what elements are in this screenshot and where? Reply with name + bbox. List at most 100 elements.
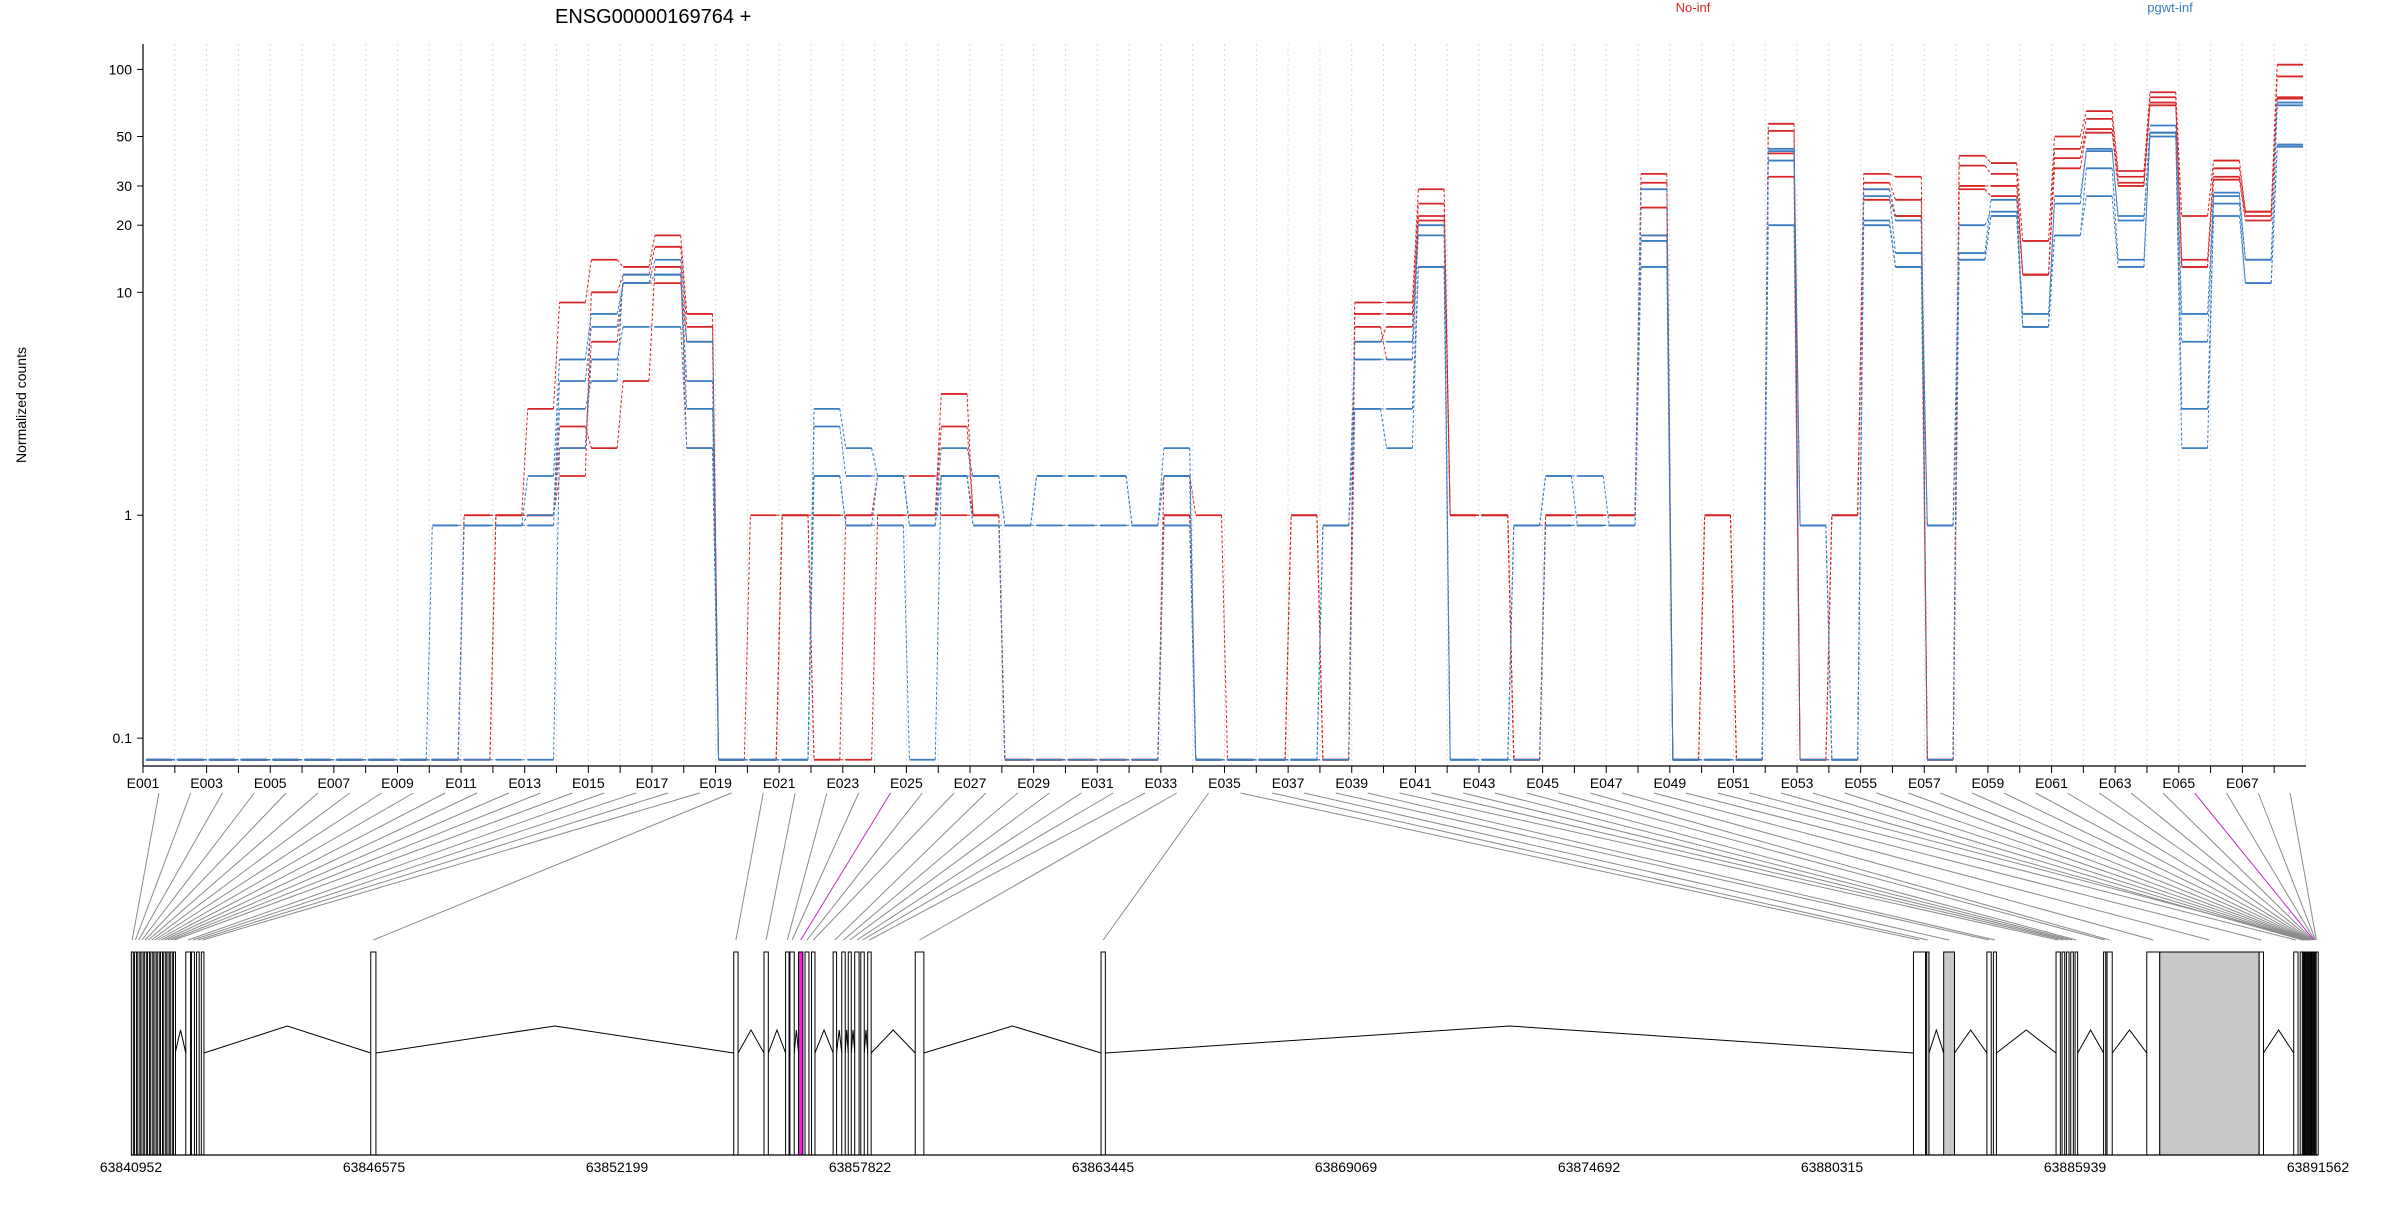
- series-connector: [2111, 111, 2119, 172]
- exon-connector-line: [765, 792, 796, 941]
- series-connector: [584, 426, 592, 449]
- exon-connector-line: [1621, 792, 2154, 941]
- x-tick-label: E063: [2099, 775, 2132, 791]
- series-connector: [1920, 266, 1928, 526]
- series-connector: [1984, 199, 1992, 254]
- series-connector: [680, 274, 688, 409]
- genome-tick-label: 63869069: [1315, 1159, 1378, 1175]
- exon-block: [160, 951, 164, 1156]
- series-connector: [2079, 118, 2087, 149]
- exon-block: [370, 951, 377, 1156]
- series-connector: [2048, 203, 2056, 314]
- genome-tick-label: 63857822: [829, 1159, 892, 1175]
- series-connector: [2016, 163, 2024, 241]
- y-tick-label: 10: [116, 284, 132, 300]
- intron-line: [870, 1029, 916, 1054]
- exon-connector-line: [148, 792, 319, 941]
- intron-line: [850, 1029, 856, 1054]
- series-connector: [584, 326, 592, 382]
- series-connector: [2143, 132, 2151, 217]
- exon-connector-line: [834, 792, 987, 941]
- genome-tick-label: 63885939: [2044, 1159, 2107, 1175]
- x-tick-label: E005: [254, 775, 287, 791]
- exon-block: [733, 951, 739, 1156]
- exon-connector-line: [1781, 792, 2303, 941]
- series-connector: [616, 259, 624, 268]
- exon-block: [832, 951, 838, 1156]
- x-tick-label: E051: [1717, 775, 1750, 791]
- exon-block: [811, 951, 816, 1156]
- series-connector: [1539, 525, 1547, 760]
- series-connector: [1857, 225, 1865, 760]
- exon-block: [2055, 951, 2061, 1156]
- exon-connector-line: [1526, 792, 2077, 941]
- intron-line: [1105, 1025, 1914, 1054]
- series-connector: [2048, 168, 2056, 275]
- exon-connector-line: [138, 792, 223, 941]
- exon-block: [153, 951, 157, 1156]
- exon-connector-line: [157, 792, 414, 941]
- series-connector: [1411, 220, 1419, 327]
- series-connector: [1380, 326, 1388, 360]
- exon-connector-line: [2162, 792, 2314, 941]
- exon-connector-line: [856, 792, 1082, 941]
- series-connector: [1348, 408, 1356, 526]
- x-tick-label: E023: [826, 775, 859, 791]
- series-connector: [1920, 266, 1928, 760]
- exon-connector-line: [373, 792, 732, 941]
- series-connector: [1189, 475, 1197, 516]
- exon-connector-line: [202, 792, 700, 941]
- exon-connector-line: [1399, 792, 2059, 941]
- series-connector: [680, 259, 688, 342]
- series-connector: [807, 475, 815, 760]
- exon-block: [1100, 951, 1106, 1156]
- series-connector: [2111, 151, 2119, 217]
- series-connector: [553, 302, 561, 409]
- exon-block: [2159, 951, 2260, 1156]
- exon-connector-line: [849, 792, 1050, 941]
- x-tick-label: E035: [1208, 775, 1241, 791]
- exon-block: [166, 951, 170, 1156]
- series-connector: [1539, 475, 1547, 526]
- series-connector: [1380, 408, 1388, 449]
- series-connector: [553, 359, 561, 477]
- series-connector: [1348, 302, 1356, 760]
- series-connector: [1380, 326, 1388, 342]
- series-connector: [521, 514, 529, 526]
- series-connector: [2143, 105, 2151, 186]
- intron-line: [375, 1025, 734, 1054]
- x-tick-label: E015: [572, 775, 605, 791]
- series-connector: [2111, 196, 2119, 267]
- exon-connector-line: [2067, 792, 2311, 941]
- series-connector: [2175, 102, 2183, 267]
- series-connector: [1030, 475, 1038, 526]
- x-tick-label: E029: [1017, 775, 1050, 791]
- series-connector: [1157, 448, 1165, 526]
- x-tick-label: E041: [1399, 775, 1432, 791]
- series-connector: [775, 515, 783, 760]
- exon-connector-line: [1367, 792, 1996, 941]
- y-tick-label: 30: [116, 178, 132, 194]
- series-connector: [1411, 203, 1419, 314]
- exon-block: [2065, 951, 2070, 1156]
- exon-block: [172, 951, 176, 1156]
- x-tick-label: E017: [636, 775, 669, 791]
- series-connector: [2207, 179, 2215, 267]
- x-tick-label: E003: [190, 775, 223, 791]
- genome-tick-label: 63891562: [2287, 1159, 2350, 1175]
- exon-connector-line: [1844, 792, 2305, 941]
- exon-connector-line: [1812, 792, 2304, 941]
- series-connector: [1157, 525, 1165, 760]
- series-connector: [2238, 192, 2246, 260]
- series-connector: [1888, 189, 1896, 217]
- series-lines: [146, 63, 2303, 761]
- exon-connector-line: [134, 792, 192, 941]
- exon-connector-line: [1462, 792, 2068, 941]
- intron-line: [923, 1025, 1102, 1054]
- exon-connector-line: [161, 792, 446, 941]
- chart-title: ENSG00000169764 +: [555, 6, 751, 28]
- series-connector: [2207, 160, 2215, 217]
- intron-line: [1928, 1028, 1945, 1054]
- series-connector: [1125, 475, 1133, 526]
- exon-block: [2070, 951, 2074, 1156]
